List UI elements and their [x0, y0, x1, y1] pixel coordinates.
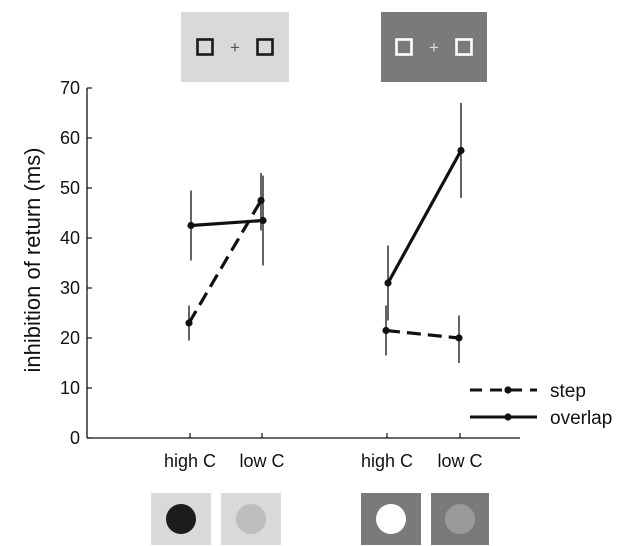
- y-tick-label: 70: [60, 78, 80, 98]
- step-point: [185, 319, 193, 327]
- plot-area: [185, 103, 465, 363]
- y-tick-label: 40: [60, 228, 80, 248]
- stimulus-panel-bg: [381, 12, 487, 82]
- stimulus-disc: [166, 504, 196, 534]
- legend-overlap-marker: [504, 413, 512, 421]
- overlap-point: [259, 216, 267, 225]
- step-line: [187, 199, 263, 324]
- overlap-line: [190, 218, 264, 228]
- y-tick-label: 20: [60, 328, 80, 348]
- overlap-point: [187, 221, 195, 230]
- y-axis-title: inhibition of return (ms): [20, 148, 45, 373]
- placeholder-box-right: [455, 38, 473, 56]
- stimulus-disc: [236, 504, 266, 534]
- y-tick-label: 0: [70, 428, 80, 448]
- overlap-point: [384, 279, 392, 287]
- axes: [86, 87, 520, 439]
- legend: step overlap: [470, 381, 612, 429]
- legend-step-label: step: [550, 381, 586, 402]
- x-tick-label: low C: [437, 451, 482, 471]
- y-tick-label: 60: [60, 128, 80, 148]
- x-tick-label: low C: [239, 451, 284, 471]
- y-tick-label: 50: [60, 178, 80, 198]
- step-line: [385, 328, 460, 340]
- fixation-cross: +: [230, 38, 240, 57]
- overlap-point: [457, 146, 465, 155]
- step-point: [455, 334, 463, 342]
- placeholder-box-right: [256, 38, 274, 56]
- top-stimulus-panels: + +: [181, 12, 487, 82]
- y-tick-label: 10: [60, 378, 80, 398]
- stimulus-disc: [445, 504, 475, 534]
- legend-step-marker: [504, 386, 512, 394]
- stimulus-panel-bg: [181, 12, 289, 82]
- stimulus-disc: [376, 504, 406, 534]
- y-tick-label: 30: [60, 278, 80, 298]
- fixation-cross: +: [429, 38, 439, 57]
- y-tick-labels: 0 10 20 30 40 50 60 70: [60, 78, 80, 448]
- x-tick-label: high C: [361, 451, 413, 471]
- legend-overlap-label: overlap: [550, 408, 612, 429]
- placeholder-box-left: [395, 38, 413, 56]
- overlap-line: [386, 149, 463, 284]
- bottom-stimulus-tiles: [151, 493, 489, 545]
- step-point: [382, 326, 390, 335]
- x-tick-labels: high C low C high C low C: [164, 451, 483, 471]
- placeholder-box-left: [196, 38, 214, 56]
- x-tick-label: high C: [164, 451, 216, 471]
